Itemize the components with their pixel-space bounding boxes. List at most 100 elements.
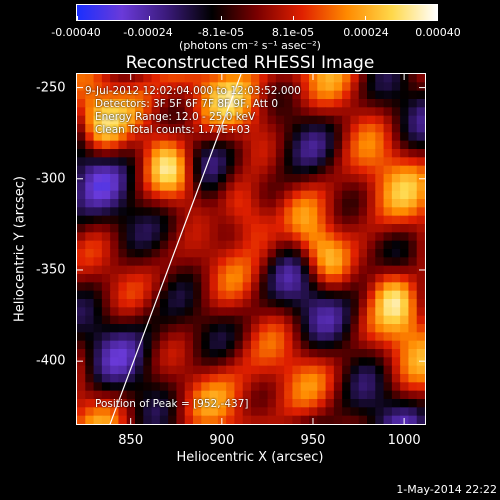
heatmap-cell [259, 415, 269, 424]
heatmap-cell [383, 374, 393, 383]
heatmap-cell [234, 182, 244, 192]
heatmap-cell [126, 82, 136, 92]
heatmap-cell [151, 374, 161, 383]
heatmap-cell [275, 282, 285, 292]
heatmap-cell [184, 115, 194, 125]
heatmap-cell [101, 90, 111, 100]
heatmap-cell [333, 407, 343, 417]
time-range-label: 9-Jul-2012 12:02:04.000 to 12:03:52.000 [85, 85, 301, 97]
heatmap-cell [259, 124, 269, 133]
heatmap-cell [367, 407, 376, 417]
heatmap-cell [201, 124, 211, 133]
heatmap-cell [333, 307, 343, 317]
heatmap-cell [151, 124, 161, 133]
heatmap-cell [416, 174, 425, 183]
heatmap-cell [159, 324, 169, 333]
heatmap-cell [151, 207, 161, 217]
heatmap-cell [408, 324, 418, 333]
heatmap-cell [176, 357, 186, 367]
heatmap-cell [383, 207, 393, 217]
heatmap-cell [201, 132, 211, 142]
heatmap-cell [143, 82, 153, 92]
heatmap-cell [317, 224, 327, 233]
heatmap-cell [226, 107, 235, 117]
heatmap-cell [101, 249, 111, 258]
heatmap-cell [259, 190, 269, 200]
heatmap-cell [383, 290, 393, 300]
heatmap-cell [309, 74, 318, 83]
heatmap-cell [284, 315, 293, 325]
heatmap-cell [126, 290, 136, 300]
heatmap-cell [275, 174, 285, 183]
heatmap-cell [168, 157, 177, 167]
heatmap-cell [416, 415, 425, 424]
heatmap-cell [184, 132, 194, 142]
heatmap-cell [77, 215, 86, 225]
heatmap-cell [400, 90, 409, 100]
heatmap-cell [333, 115, 343, 125]
heatmap-cell [151, 365, 161, 375]
heatmap-cell [292, 365, 302, 375]
heatmap-cell [292, 299, 302, 308]
heatmap-cell [333, 199, 343, 208]
heatmap-cell [126, 307, 136, 317]
heatmap-cell [284, 140, 293, 150]
heatmap-cell [85, 140, 95, 150]
heatmap-cell [110, 274, 119, 283]
heatmap-cell [300, 199, 310, 208]
heatmap-cell [342, 157, 351, 167]
heatmap-cell [375, 382, 385, 392]
heatmap-cell [118, 190, 128, 200]
heatmap-cell [77, 90, 86, 100]
heatmap-cell [135, 382, 144, 392]
heatmap-cell [234, 415, 244, 424]
heatmap-cell [242, 90, 252, 100]
heatmap-cell [193, 349, 202, 358]
heatmap-cell [383, 407, 393, 417]
heatmap-cell [267, 215, 277, 225]
heatmap-cell [110, 107, 119, 117]
heatmap-cell [101, 365, 111, 375]
heatmap-cell [408, 382, 418, 392]
heatmap-cell [358, 82, 368, 92]
heatmap-cell [275, 240, 285, 250]
heatmap-cell [184, 215, 194, 225]
heatmap-cell [391, 132, 401, 142]
heatmap-cell [309, 365, 318, 375]
heatmap-cell [275, 307, 285, 317]
heatmap-cell [217, 390, 227, 400]
heatmap-cell [217, 265, 227, 275]
heatmap-cell [275, 332, 285, 342]
heatmap-cell [101, 199, 111, 208]
heatmap-cell [333, 265, 343, 275]
heatmap-cell [292, 357, 302, 367]
heatmap-cell [400, 140, 409, 150]
heatmap-cell [77, 132, 86, 142]
heatmap-cell [101, 215, 111, 225]
heatmap-cell [391, 282, 401, 292]
heatmap-cell [234, 174, 244, 183]
heatmap-cell [317, 107, 327, 117]
heatmap-cell [367, 390, 376, 400]
heatmap-cell [333, 132, 343, 142]
heatmap-cell [93, 199, 103, 208]
heatmap-cell [110, 224, 119, 233]
heatmap-cell [217, 365, 227, 375]
heatmap-cell [259, 382, 269, 392]
heatmap-cell [217, 274, 227, 283]
heatmap-cell [77, 415, 86, 424]
heatmap-cell [309, 415, 318, 424]
heatmap-cell [400, 132, 409, 142]
heatmap-cell [391, 357, 401, 367]
heatmap-cell [251, 182, 260, 192]
heatmap-cell [375, 99, 385, 108]
heatmap-cell [358, 274, 368, 283]
heatmap-cell [242, 299, 252, 308]
heatmap-cell [367, 265, 376, 275]
heatmap-cell [201, 107, 211, 117]
heatmap-cell [201, 140, 211, 150]
heatmap-cell [135, 399, 144, 408]
heatmap-cell [126, 324, 136, 333]
heatmap-cell [242, 282, 252, 292]
heatmap-cell [358, 257, 368, 267]
